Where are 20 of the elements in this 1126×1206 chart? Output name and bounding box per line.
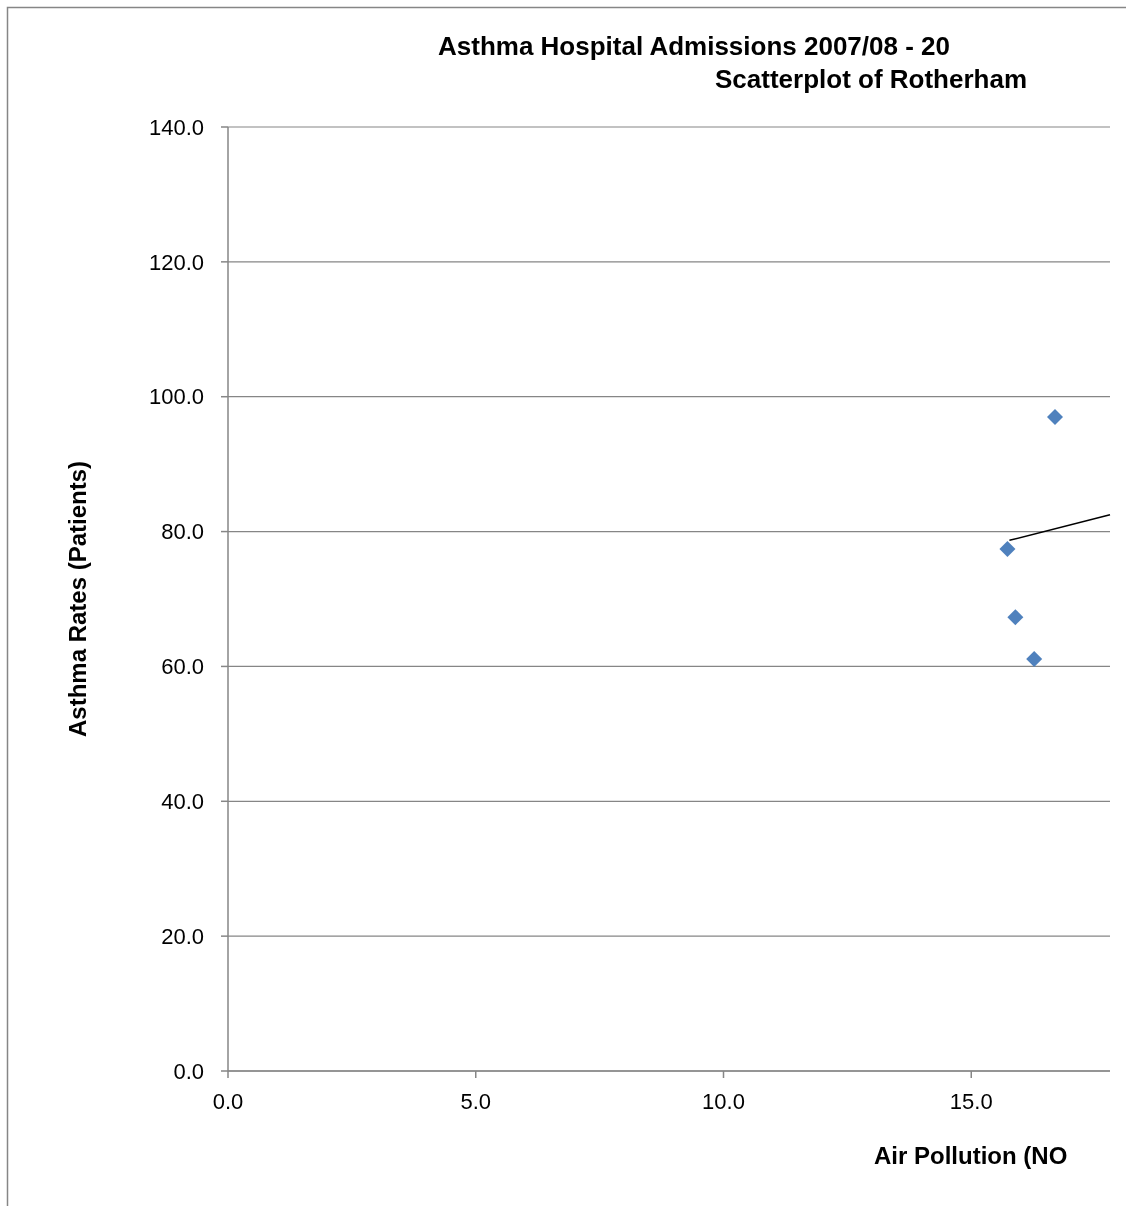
y-tick-label: 140.0 (148, 114, 204, 140)
y-tick-label: 60.0 (161, 654, 204, 680)
chart-title: Asthma Hospital Admissions 2007/08 - 20 (438, 31, 951, 61)
point (1007, 609, 1024, 626)
x-axis-title: Air Pollution (NO (874, 1142, 1068, 1169)
point (1047, 408, 1063, 425)
y-axis-title: Asthma Rates (Patients) (64, 460, 91, 738)
x-tick-label: 0.0 (212, 1089, 244, 1114)
y-tick-label: 120.0 (148, 249, 204, 275)
x-tick-label: 5.0 (460, 1089, 492, 1114)
point (1026, 651, 1043, 668)
point (999, 541, 1016, 558)
chart-subtitle: Scatterplot of Rotherham (715, 64, 1028, 94)
y-tick-label: 80.0 (161, 519, 204, 545)
x-tick-label: 15.0 (949, 1089, 993, 1114)
y-tick-label: 40.0 (161, 788, 204, 814)
y-tick-label: 0.0 (173, 1058, 204, 1084)
x-tick-label: 10.0 (702, 1089, 745, 1114)
y-tick-label: 100.0 (148, 384, 204, 410)
y-tick-label: 20.0 (161, 923, 204, 949)
